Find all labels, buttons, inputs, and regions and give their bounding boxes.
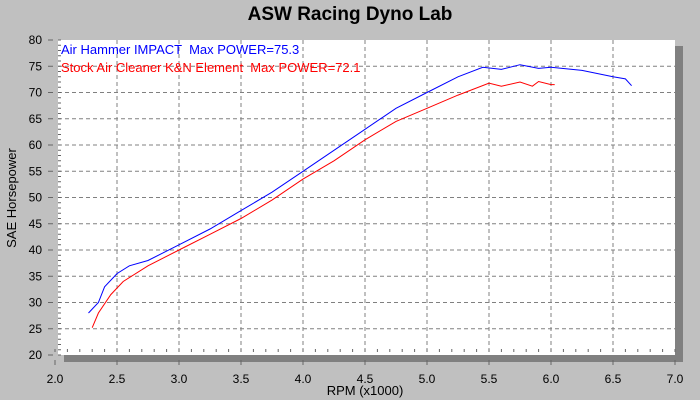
legend-series-1: Air Hammer IMPACT Max POWER=75.3 xyxy=(61,42,299,57)
y-axis-label: SAE Horsepower xyxy=(4,147,19,247)
series-lines xyxy=(88,64,632,328)
x-tick-label: 4.5 xyxy=(357,372,374,386)
legend-series-2: Stock Air Cleaner K&N Element Max POWER=… xyxy=(61,60,360,75)
y-tick-label: 35 xyxy=(29,269,43,283)
series-line-2 xyxy=(91,80,555,328)
y-tick-label: 45 xyxy=(29,217,43,231)
y-tick-label: 65 xyxy=(29,112,43,126)
x-tick-label: 4.0 xyxy=(295,372,312,386)
y-tick-label: 80 xyxy=(29,33,43,47)
x-tick-label: 7.0 xyxy=(667,372,684,386)
y-tick-label: 75 xyxy=(29,59,43,73)
x-tick-label: 3.5 xyxy=(233,372,250,386)
y-tick-label: 40 xyxy=(29,243,43,257)
axis-ticks: 2.0 2.5 3.0 3.5 4.0 4.5 5.0 5.5 6.0 6.5 7.0 20 25 30 3… xyxy=(29,33,684,386)
y-tick-label: 25 xyxy=(29,322,43,336)
y-tick-label: 70 xyxy=(29,86,43,100)
y-tick-label: 55 xyxy=(29,164,43,178)
x-tick-label: 3.0 xyxy=(171,372,188,386)
x-tick-label: 2.0 xyxy=(47,372,64,386)
x-axis-label: RPM (x1000) xyxy=(327,383,404,398)
y-tick-label: 60 xyxy=(29,138,43,152)
series-line-1 xyxy=(88,64,632,314)
x-tick-label: 6.0 xyxy=(543,372,560,386)
y-tick-label: 50 xyxy=(29,191,43,205)
y-tick-label: 30 xyxy=(29,296,43,310)
x-tick-label: 6.5 xyxy=(605,372,622,386)
x-tick-label: 5.0 xyxy=(419,372,436,386)
x-tick-label: 2.5 xyxy=(109,372,126,386)
x-tick-label: 5.5 xyxy=(481,372,498,386)
y-tick-label: 20 xyxy=(29,348,43,362)
chart-title: ASW Racing Dyno Lab xyxy=(248,4,453,25)
